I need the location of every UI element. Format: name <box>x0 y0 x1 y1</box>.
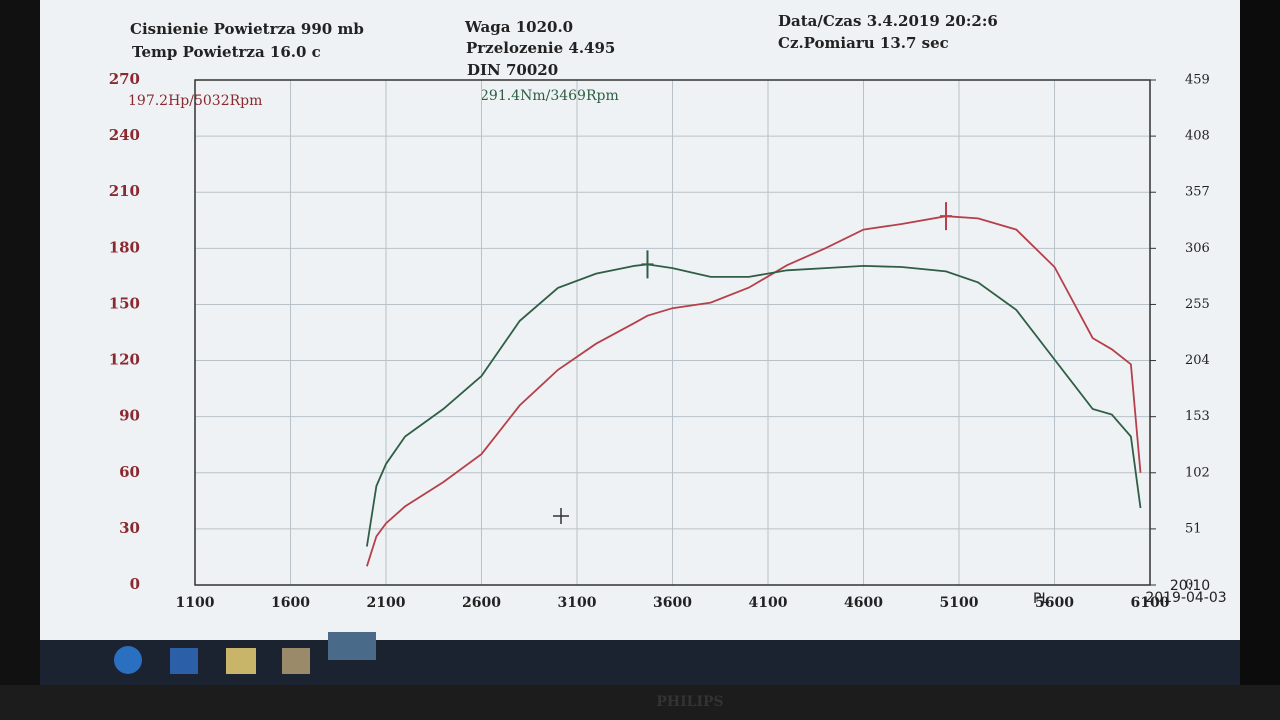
y-tick-label: 270 <box>109 70 140 88</box>
plot-frame <box>194 79 1151 586</box>
x-tick-label: 5600 <box>1035 595 1074 611</box>
taskbar-icon[interactable] <box>226 648 256 674</box>
y-tick-label: 90 <box>119 407 140 425</box>
y2-tick-label: 408 <box>1185 129 1210 144</box>
y-tick-label: 240 <box>109 126 140 144</box>
info: Data/Czas 3.4.2019 20:2:6 <box>778 12 998 30</box>
y2-tick-label: 102 <box>1185 465 1210 480</box>
x-tick-label: 2100 <box>367 595 406 611</box>
x-tick-label: 4600 <box>844 595 883 611</box>
info: Waga 1020.0 <box>464 18 573 36</box>
clock: 20:10 <box>1170 578 1210 594</box>
y2-tick-label: 0 <box>1185 578 1193 593</box>
x-tick-label: 6100 <box>1131 595 1170 611</box>
x-tick-label: 3600 <box>653 595 692 611</box>
info: DIN 70020 <box>467 61 558 79</box>
bezel <box>1240 0 1280 720</box>
date: 2019-04-03 <box>1145 590 1226 606</box>
x-tick-label: 4100 <box>749 595 788 611</box>
y2-tick-label: 357 <box>1185 185 1210 200</box>
x-tick-label: 1100 <box>176 595 215 611</box>
lang: PL <box>1033 591 1049 607</box>
curve <box>366 215 1142 567</box>
y2-tick-label: 306 <box>1185 241 1210 256</box>
x-tick-label: 3100 <box>558 595 597 611</box>
taskbar-icon[interactable] <box>170 648 198 674</box>
y2-tick-label: 459 <box>1185 73 1210 88</box>
info: Cz.Pomiaru 13.7 sec <box>778 34 949 52</box>
y2-tick-label: 255 <box>1185 297 1210 312</box>
y2-tick-label: 204 <box>1185 353 1210 368</box>
taskbar-icon[interactable] <box>328 632 376 660</box>
brand: PHILIPS <box>656 694 723 710</box>
y-tick-label: 120 <box>109 351 140 369</box>
curve <box>366 263 1142 547</box>
y-tick-label: 180 <box>109 238 140 256</box>
info: Cisnienie Powietrza 990 mb <box>130 20 364 38</box>
bezel-bottom <box>0 685 1280 720</box>
y-tick-label: 150 <box>109 294 140 312</box>
y2-tick-label: 153 <box>1185 409 1210 424</box>
cursor <box>553 508 569 524</box>
y-tick-label: 210 <box>109 182 140 200</box>
x-tick-label: 2600 <box>462 595 501 611</box>
y-tick-label: 30 <box>119 519 140 537</box>
x-tick-label: 5100 <box>940 595 979 611</box>
peak-marker <box>641 250 654 279</box>
y-tick-label: 60 <box>119 463 140 481</box>
taskbar-icon[interactable] <box>282 648 310 674</box>
y2-tick-label: 51 <box>1185 521 1202 536</box>
info: Przelozenie 4.495 <box>466 39 615 57</box>
start-button[interactable] <box>114 646 142 674</box>
peak-marker <box>940 202 953 231</box>
torque-peak-label: 291.4Nm/3469Rpm <box>480 88 619 104</box>
y-tick-label: 0 <box>130 575 140 593</box>
x-tick-label: 1600 <box>271 595 310 611</box>
info: Temp Powietrza 16.0 c <box>132 43 321 61</box>
taskbar <box>40 640 1240 685</box>
